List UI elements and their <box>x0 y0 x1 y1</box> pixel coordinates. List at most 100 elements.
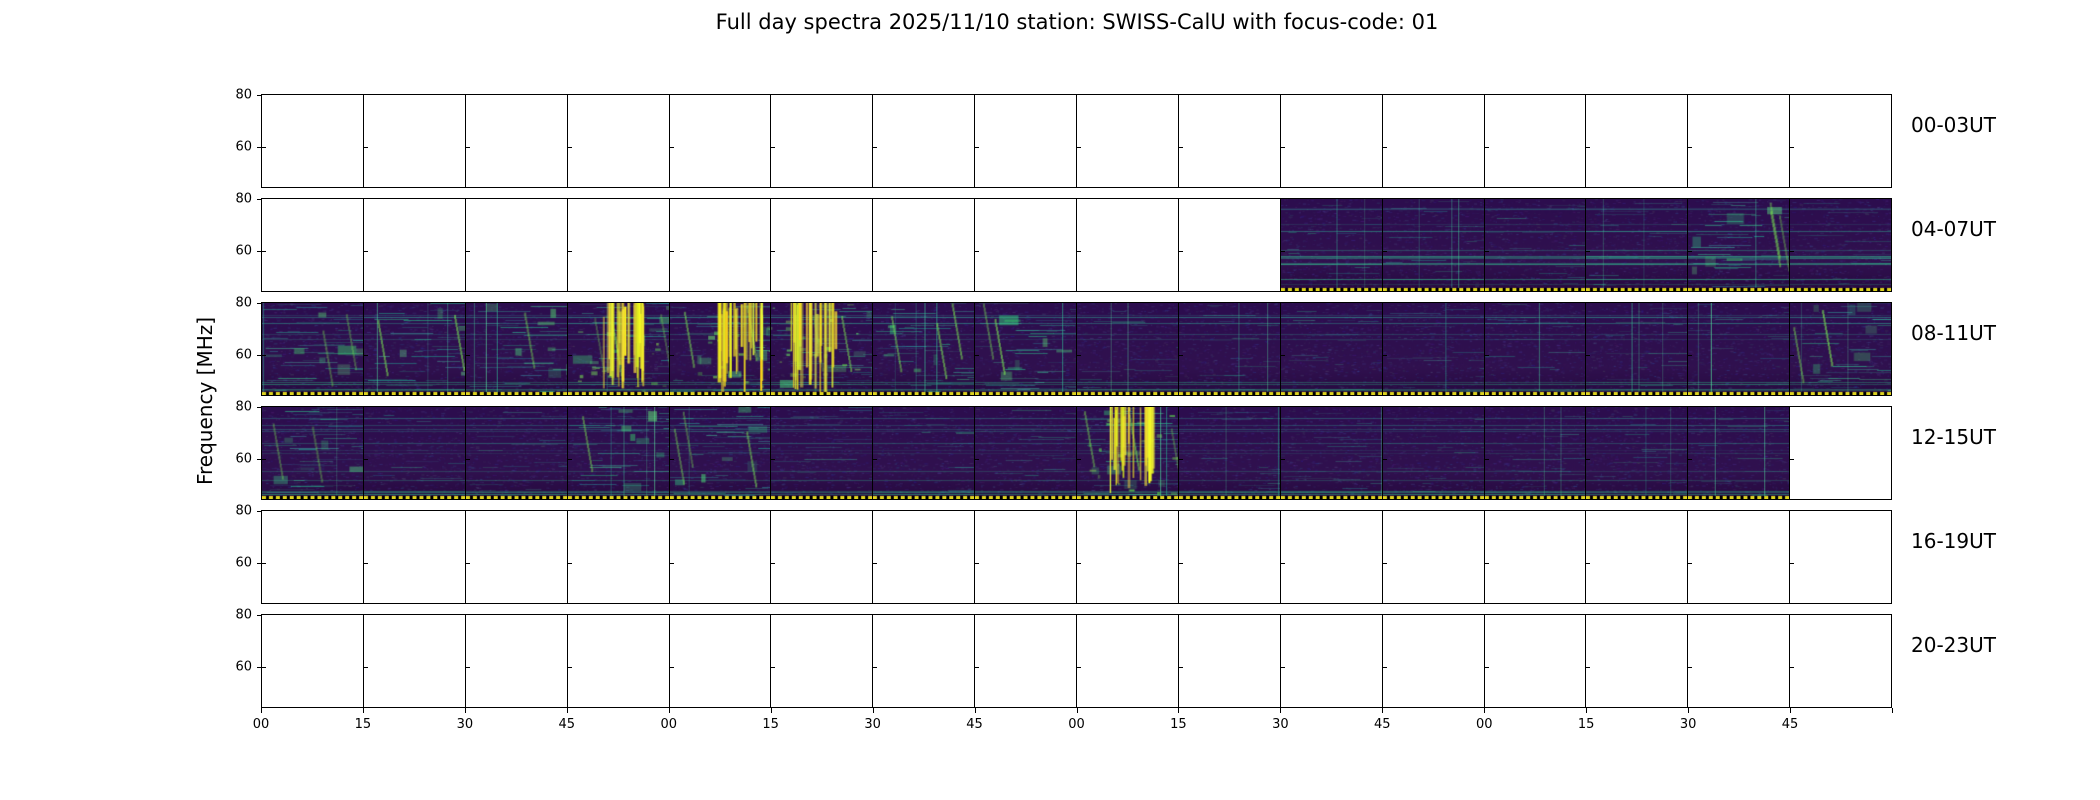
minor-frequency-tick <box>1688 251 1693 253</box>
x-tick <box>770 708 772 713</box>
segment-panel <box>262 615 364 707</box>
segment-panel <box>1178 615 1281 707</box>
spectrogram-canvas <box>1688 303 1790 395</box>
y-tick <box>257 406 262 408</box>
spectrogram-canvas <box>1280 407 1382 499</box>
minor-frequency-tick <box>873 459 878 461</box>
segment-panel <box>1077 303 1179 395</box>
segment-panel <box>1382 95 1485 187</box>
segment-panel <box>262 511 364 603</box>
minor-frequency-tick <box>669 459 674 461</box>
y-tick-label: 60 <box>235 659 252 675</box>
x-tick-label: 15 <box>1170 717 1187 732</box>
minor-frequency-tick <box>262 563 266 565</box>
segment-panel <box>1790 199 1891 291</box>
x-tick <box>464 708 466 713</box>
x-tick-label: 45 <box>558 717 576 732</box>
minor-frequency-tick <box>1077 355 1081 357</box>
minor-frequency-tick <box>873 563 878 565</box>
minor-frequency-tick <box>975 147 980 149</box>
minor-frequency-tick <box>1382 563 1387 565</box>
minor-frequency-tick <box>465 563 470 565</box>
segment-panel <box>262 95 364 187</box>
minor-frequency-tick <box>1790 459 1795 461</box>
segment-panel <box>975 199 1077 291</box>
spectrogram-canvas <box>1790 303 1891 395</box>
segment-panel <box>669 199 772 291</box>
minor-frequency-tick <box>262 147 266 149</box>
minor-frequency-tick <box>262 355 266 357</box>
y-tick <box>257 250 262 252</box>
spectrogram-canvas <box>1484 303 1586 395</box>
spectrogram-row-00-03UT: 80 60 00-03UT <box>235 89 1996 188</box>
x-tick <box>1178 708 1180 713</box>
spectrogram-row-08-11UT: 80 60 08-11UT <box>235 297 1996 396</box>
segment-panel <box>363 95 466 187</box>
y-tick-label: 80 <box>235 191 252 207</box>
segment-panel <box>1280 199 1383 291</box>
spectrogram-canvas <box>1382 199 1484 291</box>
spectrogram-canvas <box>1586 407 1688 499</box>
spectrogram-canvas <box>1178 303 1280 395</box>
minor-frequency-tick <box>1790 355 1795 357</box>
segment-panel <box>1688 407 1791 499</box>
minor-frequency-tick <box>1688 667 1693 669</box>
minor-frequency-tick <box>567 355 572 357</box>
minor-frequency-tick <box>1688 147 1693 149</box>
minor-frequency-tick <box>771 667 776 669</box>
x-tick-label: 30 <box>1679 717 1697 732</box>
minor-frequency-tick <box>262 459 266 461</box>
spectrogram-canvas <box>363 407 465 499</box>
spectrogram-canvas <box>363 303 465 395</box>
x-tick-label: 15 <box>1577 717 1595 732</box>
segment-panel <box>1077 615 1179 707</box>
minor-frequency-tick <box>873 147 878 149</box>
spectrogram-canvas <box>771 407 873 499</box>
spectrogram-canvas <box>1178 407 1280 499</box>
spectrogram-canvas <box>975 303 1076 395</box>
minor-frequency-tick <box>1484 355 1489 357</box>
minor-frequency-tick <box>771 147 776 149</box>
y-tick <box>257 458 262 460</box>
segment-panel <box>1790 511 1891 603</box>
y-tick-label: 60 <box>235 243 252 259</box>
minor-frequency-tick <box>1688 355 1693 357</box>
segment-panel <box>1790 615 1891 707</box>
minor-frequency-tick <box>1790 147 1795 149</box>
spectrogram-canvas <box>873 407 975 499</box>
minor-frequency-tick <box>1178 147 1183 149</box>
segment-panel <box>669 615 772 707</box>
minor-frequency-tick <box>1077 147 1081 149</box>
x-tick-label: 30 <box>1272 717 1289 732</box>
x-tick <box>872 708 874 713</box>
segment-panel <box>1688 511 1791 603</box>
segment-panel <box>1178 95 1281 187</box>
spectrogram-canvas <box>669 407 771 499</box>
minor-frequency-tick <box>771 459 776 461</box>
spectrogram-canvas <box>262 407 363 499</box>
minor-frequency-tick <box>975 459 980 461</box>
minor-frequency-tick <box>669 147 674 149</box>
spectrogram-canvas <box>873 303 975 395</box>
minor-frequency-tick <box>1077 251 1081 253</box>
minor-frequency-tick <box>262 251 266 253</box>
segment-panel <box>975 303 1077 395</box>
segment-panel <box>465 615 568 707</box>
segment-panel <box>262 199 364 291</box>
x-tick-label: 15 <box>762 717 779 732</box>
segment-panel <box>363 407 466 499</box>
segment-panel <box>873 303 976 395</box>
spectrogram-canvas <box>1382 407 1484 499</box>
minor-frequency-tick <box>1790 667 1795 669</box>
segment-panel <box>262 407 364 499</box>
segment-panel <box>465 199 568 291</box>
row-panels <box>262 95 1891 187</box>
segment-panel <box>771 95 874 187</box>
segment-panel <box>1280 303 1383 395</box>
spectrogram-canvas <box>262 303 363 395</box>
segment-panel <box>1688 303 1791 395</box>
spectrogram-canvas <box>567 303 669 395</box>
minor-frequency-tick <box>1280 147 1285 149</box>
spectrogram-canvas <box>465 303 567 395</box>
segment-panel <box>1280 407 1383 499</box>
